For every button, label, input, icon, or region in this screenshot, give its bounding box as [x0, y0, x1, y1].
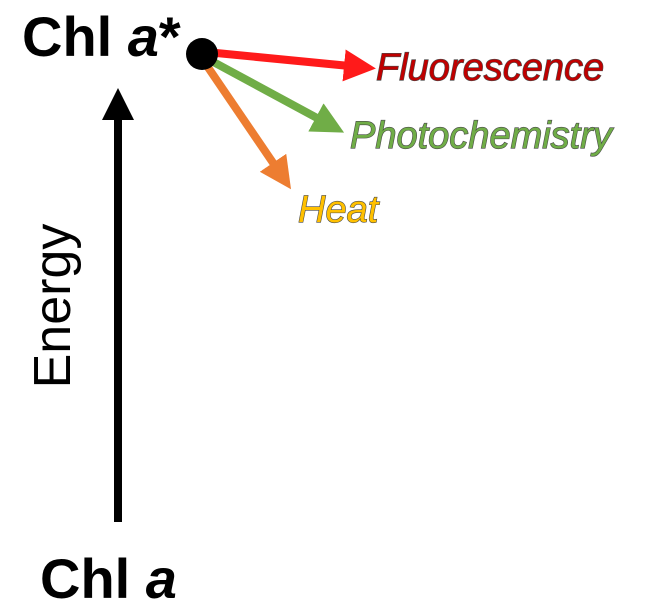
excited-state-label: Chl a* [22, 5, 181, 68]
excited-state-italic: a [128, 5, 159, 68]
excited-state-prefix: Chl [22, 5, 128, 68]
ground-state-prefix: Chl [40, 547, 146, 610]
photochemistry-label: Photochemistry [350, 115, 614, 157]
excited-state-suffix: * [159, 5, 181, 68]
fluorescence-arrow [205, 48, 376, 82]
ground-state-italic: a [146, 547, 177, 610]
heat-label: Heat [298, 189, 380, 231]
fluorescence-label: Fluorescence [376, 47, 604, 89]
photochemistry-arrow [204, 54, 345, 133]
excited-state-dot [186, 38, 218, 70]
energy-axis-label: Energy [24, 224, 82, 389]
ground-state-label: Chl a [40, 547, 177, 610]
heat-arrow [199, 57, 292, 190]
